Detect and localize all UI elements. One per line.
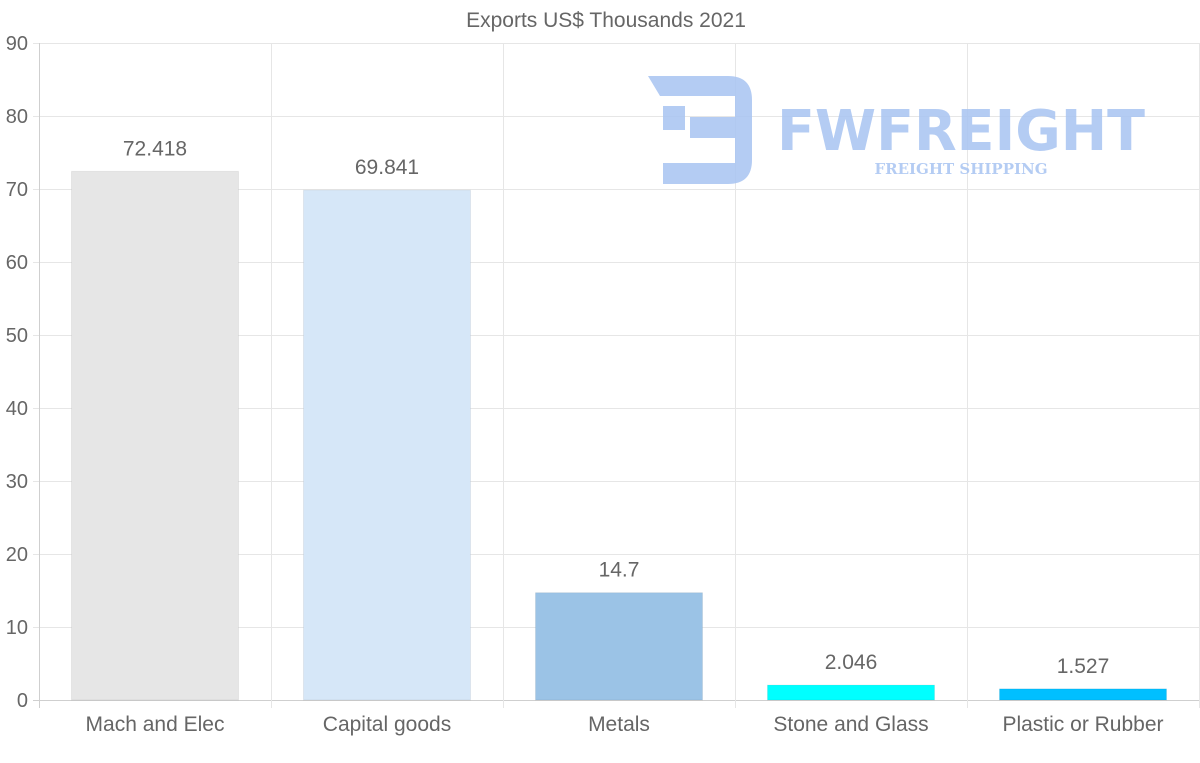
y-tick-label: 40: [6, 398, 28, 420]
y-tick-label: 90: [6, 33, 28, 55]
bar[interactable]: [70, 170, 240, 701]
x-tick-label: Capital goods: [323, 713, 451, 736]
bar-value-label: 1.527: [1057, 655, 1110, 678]
bar[interactable]: [534, 592, 704, 701]
bar[interactable]: [302, 189, 472, 701]
watermark-brand: FWFREIGHT: [777, 99, 1145, 164]
x-tick-label: Plastic or Rubber: [1002, 713, 1163, 736]
x-tick-label: Mach and Elec: [86, 713, 225, 736]
fwfreight-logo-icon: [648, 76, 752, 184]
y-tick-label: 10: [6, 617, 28, 639]
y-tick-label: 0: [17, 690, 28, 712]
value-labels: 72.418 69.841 14.7 2.046 1.527: [123, 137, 1109, 678]
y-tick-label: 20: [6, 544, 28, 566]
bars: [70, 170, 1168, 701]
chart-title: Exports US$ Thousands 2021: [466, 9, 746, 32]
bar[interactable]: [766, 684, 936, 701]
y-tick-label: 50: [6, 325, 28, 347]
x-tick-label: Metals: [588, 713, 650, 736]
bar-value-label: 14.7: [599, 559, 640, 582]
y-tick-label: 30: [6, 471, 28, 493]
y-tick-label: 80: [6, 106, 28, 128]
watermark-tagline: FREIGHT SHIPPING: [874, 160, 1047, 178]
bar[interactable]: [998, 688, 1168, 701]
fwfreight-watermark: FWFREIGHT FREIGHT SHIPPING: [648, 76, 1145, 184]
y-axis-ticks: 0 10 20 30 40 50 60 70 80 90: [6, 33, 28, 712]
y-tick-label: 60: [6, 252, 28, 274]
x-axis-ticks: Mach and Elec Capital goods Metals Stone an…: [86, 713, 1164, 736]
bar-value-label: 72.418: [123, 137, 187, 160]
x-tick-label: Stone and Glass: [773, 713, 928, 736]
y-tick-label: 70: [6, 179, 28, 201]
bar-value-label: 2.046: [825, 651, 878, 674]
bar-value-label: 69.841: [355, 156, 419, 179]
